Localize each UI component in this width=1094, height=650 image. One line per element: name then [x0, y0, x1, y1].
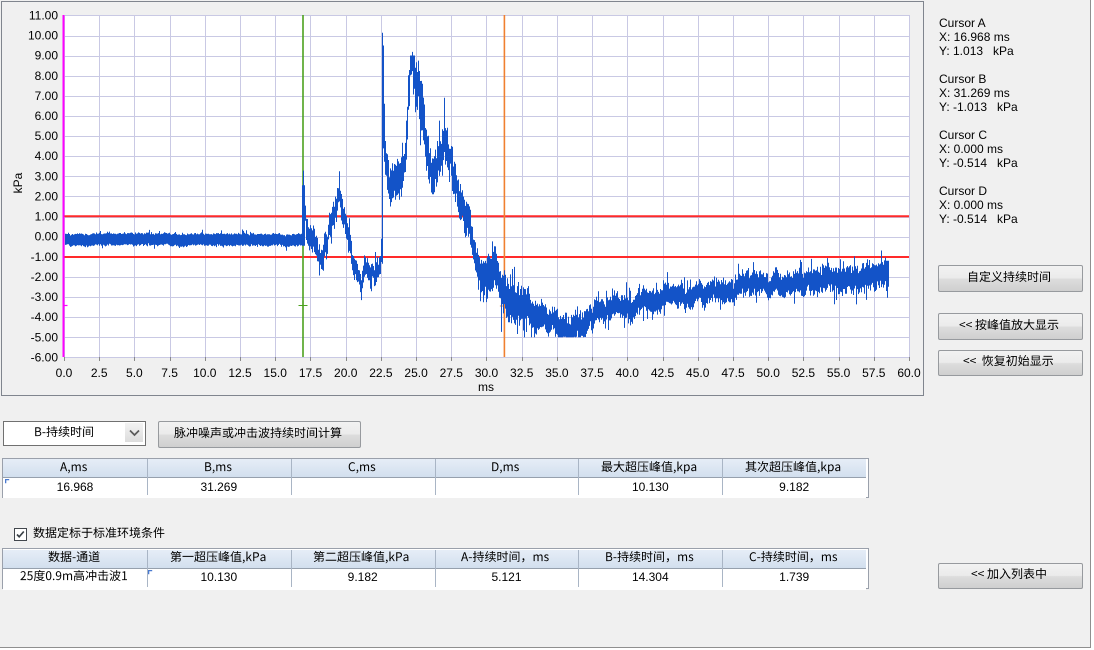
svg-text:-3.00: -3.00 [31, 290, 59, 304]
svg-text:5.00: 5.00 [35, 129, 59, 143]
svg-text:42.5: 42.5 [651, 366, 675, 380]
svg-text:20.0: 20.0 [334, 366, 358, 380]
svg-text:9.00: 9.00 [35, 49, 59, 63]
svg-text:45.0: 45.0 [686, 366, 710, 380]
svg-text:47.5: 47.5 [721, 366, 745, 380]
svg-text:7.5: 7.5 [161, 366, 178, 380]
svg-text:10.0: 10.0 [193, 366, 217, 380]
svg-text:8.00: 8.00 [35, 69, 59, 83]
svg-text:ms: ms [478, 380, 494, 394]
svg-text:30.0: 30.0 [475, 366, 499, 380]
svg-text:32.5: 32.5 [510, 366, 534, 380]
svg-text:10.00: 10.00 [28, 29, 58, 43]
svg-text:4.00: 4.00 [35, 149, 59, 163]
svg-text:22.5: 22.5 [369, 366, 393, 380]
svg-text:11.00: 11.00 [29, 8, 58, 22]
svg-text:17.5: 17.5 [299, 366, 323, 380]
svg-text:12.5: 12.5 [228, 366, 252, 380]
svg-text:57.5: 57.5 [862, 366, 886, 380]
svg-text:52.5: 52.5 [792, 366, 816, 380]
svg-text:50.0: 50.0 [757, 366, 781, 380]
svg-text:kPa: kPa [11, 172, 25, 193]
svg-text:5.0: 5.0 [126, 366, 143, 380]
svg-text:15.0: 15.0 [264, 366, 288, 380]
svg-text:-6.00: -6.00 [31, 350, 59, 364]
svg-text:-5.00: -5.00 [31, 330, 59, 344]
svg-text:-4.00: -4.00 [31, 310, 59, 324]
svg-text:-2.00: -2.00 [31, 270, 59, 284]
svg-text:55.0: 55.0 [827, 366, 851, 380]
svg-text:6.00: 6.00 [35, 109, 59, 123]
svg-text:60.0: 60.0 [897, 366, 921, 380]
svg-text:25.0: 25.0 [404, 366, 428, 380]
svg-text:40.0: 40.0 [616, 366, 640, 380]
svg-text:2.00: 2.00 [35, 190, 59, 204]
svg-text:7.00: 7.00 [35, 89, 59, 103]
svg-text:2.5: 2.5 [91, 366, 108, 380]
svg-text:27.5: 27.5 [440, 366, 464, 380]
svg-text:37.5: 37.5 [580, 366, 604, 380]
svg-text:-1.00: -1.00 [31, 250, 59, 264]
svg-text:35.0: 35.0 [545, 366, 569, 380]
svg-text:1.00: 1.00 [35, 210, 59, 224]
svg-text:3.00: 3.00 [35, 169, 59, 183]
svg-text:0.00: 0.00 [35, 230, 59, 244]
svg-text:0.0: 0.0 [56, 366, 73, 380]
